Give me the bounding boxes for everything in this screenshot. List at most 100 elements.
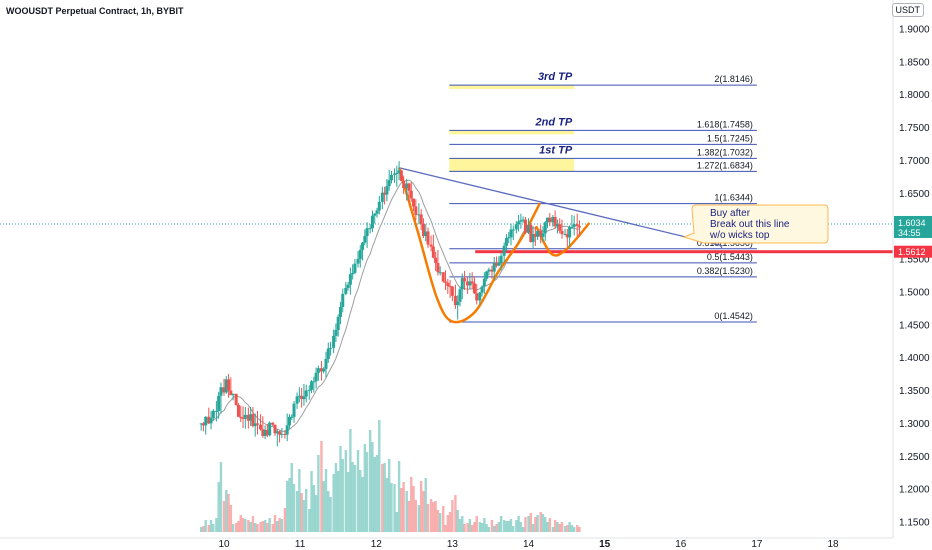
fib-level-label: 1.618(1.7458) [697,119,753,129]
candle-body [253,423,257,427]
candle-body [412,198,416,207]
candle-body [259,424,263,430]
currency-unit-badge[interactable]: USDT [891,3,924,17]
candle-body [497,263,501,266]
volume-bar [512,526,515,532]
candle-body [236,404,240,417]
annotation-text-line: w/o wicks top [709,230,770,241]
candle-body [275,431,279,434]
volume-bar [412,486,415,532]
candle-body [424,231,428,237]
cup-pattern-curve[interactable] [397,167,542,324]
candle-body [324,358,328,369]
candle-body [332,335,336,348]
volume-bar [499,516,503,532]
price-axis-tick: 1.7000 [899,156,930,167]
candle-body [278,431,282,435]
volume-bar [256,524,259,532]
time-axis-tick: 14 [523,539,535,550]
candle-body [211,410,215,419]
candle-body [229,390,233,396]
volume-bar [314,495,318,532]
volume-bar [381,464,384,532]
candle-body [450,286,454,296]
candle-body [492,262,496,272]
candle-body [543,222,547,234]
volume-bar [368,430,372,532]
volume-bar [572,527,576,532]
candle-body [234,393,238,405]
candle-body [285,425,289,435]
candle-body [280,433,284,435]
volume-bar [458,519,462,532]
volume-bar [266,523,269,532]
chart-title: WOOUSDT Perpetual Contract, 1h, BYBIT [6,6,184,16]
candle-countdown: 34:55 [898,228,921,238]
volume-bar [375,455,379,532]
candle-body [268,422,272,436]
volume-bar [548,518,552,532]
fib-level-label: 1.272(1.6834) [697,160,753,170]
candle-body [521,219,525,221]
candle-body [414,206,418,216]
candle-body [207,416,211,424]
volume-bar [461,516,464,532]
volume-bar [539,512,542,532]
candle-body [348,274,352,285]
descending-trend-line[interactable] [398,167,723,247]
volume-bar [222,501,226,532]
candle-body [426,231,430,245]
last-price-badge [894,215,932,238]
candle-body [265,429,269,436]
candle-body [302,396,306,400]
candle-body [570,226,574,228]
candle-body [495,262,499,266]
candle-body [417,214,421,216]
candle-body [536,230,540,237]
volume-bar [444,525,447,532]
volume-bar [209,520,213,532]
fib-level-label: 2(1.8146) [714,74,753,84]
candle-body [383,192,387,195]
volume-bar [400,488,403,532]
volume-bar [217,482,220,532]
volume-bar [371,442,374,532]
candle-body [558,224,562,231]
volume-bar [353,465,357,532]
candle-body [517,221,521,225]
candle-body [329,347,333,349]
price-axis-tick: 1.3500 [899,386,930,397]
candle-body [441,272,445,282]
level-badge [894,245,932,258]
volume-bar [312,485,316,532]
candle-body [287,416,291,426]
volume-bar [544,517,547,532]
candle-body [219,387,223,396]
volume-bar [473,522,476,532]
volume-bar [249,522,252,532]
volume-bar [493,526,496,532]
volume-bar [566,525,569,532]
candle-body [527,224,530,233]
candle-body [263,429,267,436]
volume-bar [470,525,474,532]
candle-body [300,395,304,400]
candle-body [539,230,543,237]
volume-bar [451,500,454,532]
volume-bar [278,518,281,532]
candle-body [292,403,296,417]
candle-body [368,228,372,230]
candle-body [201,423,205,426]
candle-body [578,226,582,228]
candle-body [290,416,294,418]
candle-body [261,429,265,436]
volume-bar [212,524,215,532]
annotation-callout[interactable] [682,204,829,244]
volume-bar [298,469,301,532]
volume-bar [553,520,557,532]
candle-body [397,170,401,173]
candle-body [456,301,460,306]
price-axis-tick: 1.8500 [899,57,930,68]
price-axis-tick: 1.8000 [899,90,930,101]
